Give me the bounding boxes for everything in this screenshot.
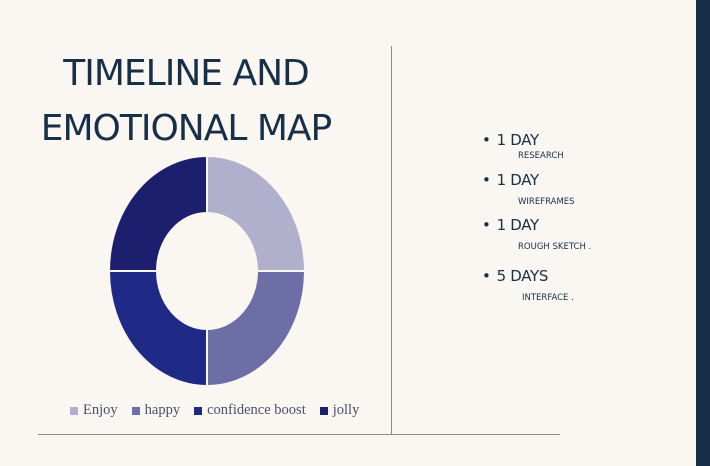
donut-slice-confidence-boost <box>107 270 208 388</box>
legend-swatch <box>70 406 78 415</box>
legend-swatch <box>194 406 203 415</box>
donut-slice-happy <box>206 270 307 388</box>
horizontal-divider <box>38 434 560 435</box>
timeline-task: WIREFRAMES <box>518 197 575 207</box>
legend-swatch <box>319 406 328 415</box>
page-title: TIMELINE AND EMOTIONAL MAP <box>36 46 336 156</box>
timeline-duration: 1 DAY <box>496 216 540 234</box>
legend-label: Enjoy <box>83 402 118 418</box>
donut-slice-jolly <box>107 154 208 272</box>
bullet-icon: • <box>482 171 491 189</box>
timeline-duration: 1 DAY <box>496 131 540 149</box>
donut-slice-enjoy <box>206 154 307 272</box>
title-line-1: TIMELINE AND <box>63 53 309 94</box>
legend-label: happy <box>144 402 181 418</box>
legend-swatch <box>131 406 140 415</box>
legend-item-confidence-boost: confidence boost <box>194 402 306 419</box>
legend-item-jolly: jolly <box>319 402 360 419</box>
timeline-task: RESEARCH <box>518 151 564 161</box>
vertical-divider <box>391 46 392 434</box>
bullet-icon: • <box>482 267 491 285</box>
timeline-duration: 1 DAY <box>496 171 540 189</box>
bullet-icon: • <box>482 216 491 234</box>
timeline-task: INTERFACE . <box>522 293 574 303</box>
timeline-item: • 1 DAY RESEARCH <box>482 131 564 161</box>
timeline-item: • 5 DAYS INTERFACE . <box>482 267 574 303</box>
chart-legend: Enjoy happy confidence boost jolly <box>70 402 359 419</box>
title-line-2: EMOTIONAL MAP <box>40 108 333 149</box>
legend-item-enjoy: Enjoy <box>70 402 118 419</box>
donut-chart <box>107 154 307 388</box>
timeline-duration: 5 DAYS <box>496 267 549 285</box>
legend-item-happy: happy <box>131 402 181 419</box>
timeline-task: ROUGH SKETCH . <box>518 242 592 252</box>
timeline-item: • 1 DAY WIREFRAMES <box>482 171 575 207</box>
bullet-icon: • <box>482 131 491 149</box>
legend-label: jolly <box>332 402 360 418</box>
timeline-item: • 1 DAY ROUGH SKETCH . <box>482 216 591 252</box>
legend-label: confidence boost <box>207 402 306 418</box>
right-accent-bar <box>696 0 710 466</box>
